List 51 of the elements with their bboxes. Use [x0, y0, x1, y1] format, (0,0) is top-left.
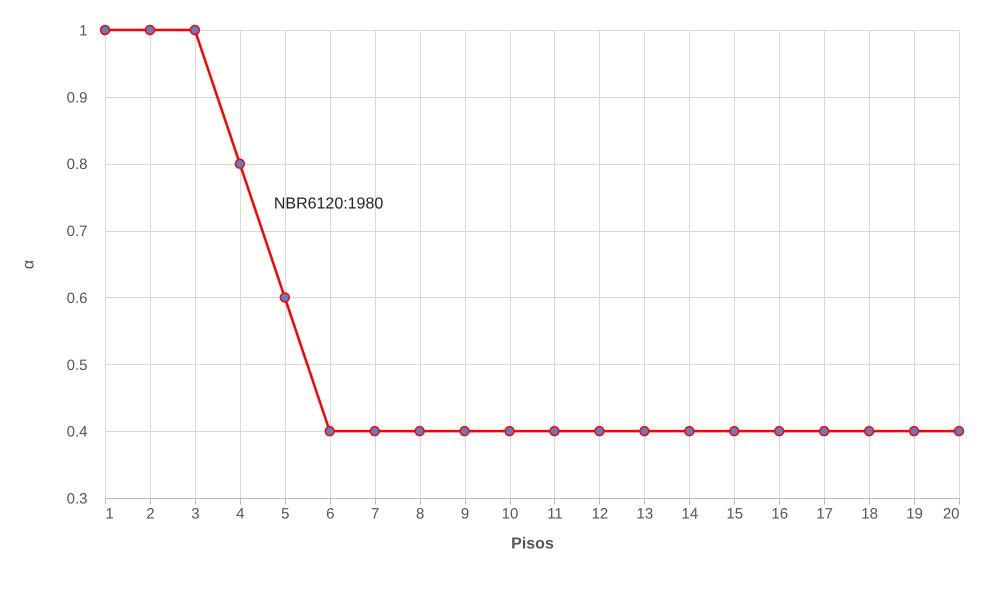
y-tick-label: 1 [79, 22, 88, 40]
point [639, 426, 650, 436]
point [729, 426, 740, 436]
y-tick-label: 0.8 [66, 156, 88, 174]
x-tick-label: 20 [942, 506, 960, 522]
point [684, 426, 695, 436]
x-tick-label: 14 [681, 506, 698, 522]
y-tick-label: 0.6 [66, 290, 88, 307]
point [908, 426, 920, 436]
x-tick-label: 19 [906, 506, 923, 522]
x-tick-label: 9 [460, 506, 470, 522]
x-tick-label: 10 [502, 506, 518, 522]
x-tick-label: 6 [326, 506, 334, 522]
y-tick-label: 0.4 [66, 424, 88, 441]
x-tick-label: 11 [547, 506, 563, 522]
x-tick-label: 2 [146, 506, 155, 522]
x-tick-label: 12 [592, 506, 608, 522]
point [324, 426, 335, 436]
point [864, 426, 874, 436]
point [818, 426, 830, 436]
x-tick-label: 16 [771, 506, 788, 522]
point [234, 158, 246, 169]
point [459, 426, 470, 436]
point [100, 24, 110, 36]
point [504, 426, 515, 436]
y-axis-title: α [20, 260, 38, 270]
x-tick-label: 15 [726, 506, 744, 522]
x-tick-label: 4 [236, 506, 245, 522]
point [190, 24, 200, 36]
series-label: NBR6120:1980 [274, 196, 384, 213]
x-tick-label: 1 [106, 506, 114, 522]
x-tick-label: 17 [816, 506, 833, 522]
x-tick-label: 8 [416, 506, 424, 522]
y-tick-label: 0.9 [66, 89, 88, 106]
point [774, 426, 784, 436]
x-tick-label: 18 [861, 506, 878, 522]
point [369, 426, 380, 436]
y-tick-label: 0.3 [66, 490, 88, 508]
y-tick-label: 0.5 [66, 356, 88, 374]
point [414, 426, 425, 436]
point [280, 292, 290, 303]
x-tick-label: 13 [636, 506, 654, 522]
point [594, 426, 605, 436]
point [954, 426, 964, 436]
y-tick-label: 0.7 [66, 223, 88, 240]
point [549, 426, 560, 436]
x-tick-label: 5 [281, 506, 290, 522]
x-tick-label: 3 [191, 506, 200, 522]
x-axis-title: Pisos [511, 536, 554, 552]
point [144, 24, 156, 36]
x-tick-label: 7 [371, 506, 380, 522]
